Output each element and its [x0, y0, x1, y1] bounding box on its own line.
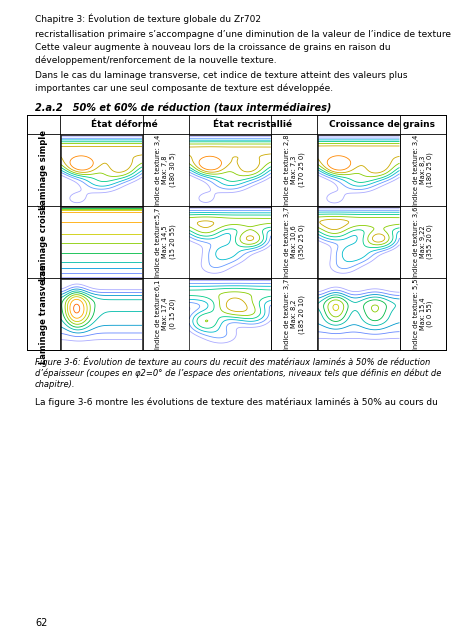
Text: Laminage simple: Laminage simple [39, 130, 48, 210]
Text: chapitre).: chapitre). [35, 380, 75, 389]
Text: Chapitre 3: Évolution de texture globale du Zr702: Chapitre 3: Évolution de texture globale… [35, 13, 260, 24]
Text: Indice de texture: 2,8
Max: 7,3
(170 25 0): Indice de texture: 2,8 Max: 7,3 (170 25 … [284, 134, 304, 206]
Bar [27, 115, 445, 350]
Text: Indice de texture: 3,4
Max: 8,3
(180 25 0): Indice de texture: 3,4 Max: 8,3 (180 25 … [412, 134, 433, 205]
Text: Indice de texture: 3,7
Max: 10,6
(350 25 0): Indice de texture: 3,7 Max: 10,6 (350 25… [284, 206, 304, 278]
Text: Laminage transverse: Laminage transverse [39, 264, 48, 364]
Text: Indice de texture: 3,6
Max: 9,22
(355 20 0): Indice de texture: 3,6 Max: 9,22 (355 20… [412, 206, 433, 278]
Text: Cette valeur augmente à nouveau lors de la croissance de grains en raison du: Cette valeur augmente à nouveau lors de … [35, 43, 390, 52]
Text: d’épaisseur (coupes en φ2=0° de l’espace des orientations, niveaux tels que défi: d’épaisseur (coupes en φ2=0° de l’espace… [35, 368, 440, 378]
Text: 62: 62 [35, 618, 47, 628]
Text: La figure 3-6 montre les évolutions de texture des matériaux laminés à 50% au co: La figure 3-6 montre les évolutions de t… [35, 397, 437, 406]
Text: développement/renforcement de la nouvelle texture.: développement/renforcement de la nouvell… [35, 56, 276, 65]
Text: importantes car une seul composante de texture est développée.: importantes car une seul composante de t… [35, 84, 332, 93]
Text: Indice de texture: 3,4
Max: 7,8
(180 30 5): Indice de texture: 3,4 Max: 7,8 (180 30 … [155, 134, 175, 205]
Text: Figure 3-6: Évolution de texture au cours du recuit des matériaux laminés à 50% : Figure 3-6: Évolution de texture au cour… [35, 356, 429, 367]
Text: État déformé: État déformé [91, 120, 157, 129]
Text: Croissance de grains: Croissance de grains [328, 120, 434, 129]
Text: État recristallié: État recristallié [213, 120, 292, 129]
Text: Laminage croisé: Laminage croisé [39, 204, 48, 281]
Text: recristallisation primaire s’accompagne d’une diminution de la valeur de l’indic: recristallisation primaire s’accompagne … [35, 30, 451, 39]
Text: Indice de texture: 5,5
Max: 15,4
(0 0 55): Indice de texture: 5,5 Max: 15,4 (0 0 55… [412, 278, 433, 350]
Text: Indice de texture:5,7
Max: 14,5
(15 20 55): Indice de texture:5,7 Max: 14,5 (15 20 5… [155, 207, 175, 276]
Text: Indice de texture: 3,7
Max: 8,2
(185 20 10): Indice de texture: 3,7 Max: 8,2 (185 20 … [284, 278, 304, 349]
Text: Dans le cas du laminage transverse, cet indice de texture atteint des valeurs pl: Dans le cas du laminage transverse, cet … [35, 71, 407, 80]
Text: 2.a.2   50% et 60% de réduction (taux intermédiaires): 2.a.2 50% et 60% de réduction (taux inte… [35, 103, 331, 113]
Text: Indice de texture:6,1
Max: 17,4
(0 15 20): Indice de texture:6,1 Max: 17,4 (0 15 20… [155, 280, 175, 349]
